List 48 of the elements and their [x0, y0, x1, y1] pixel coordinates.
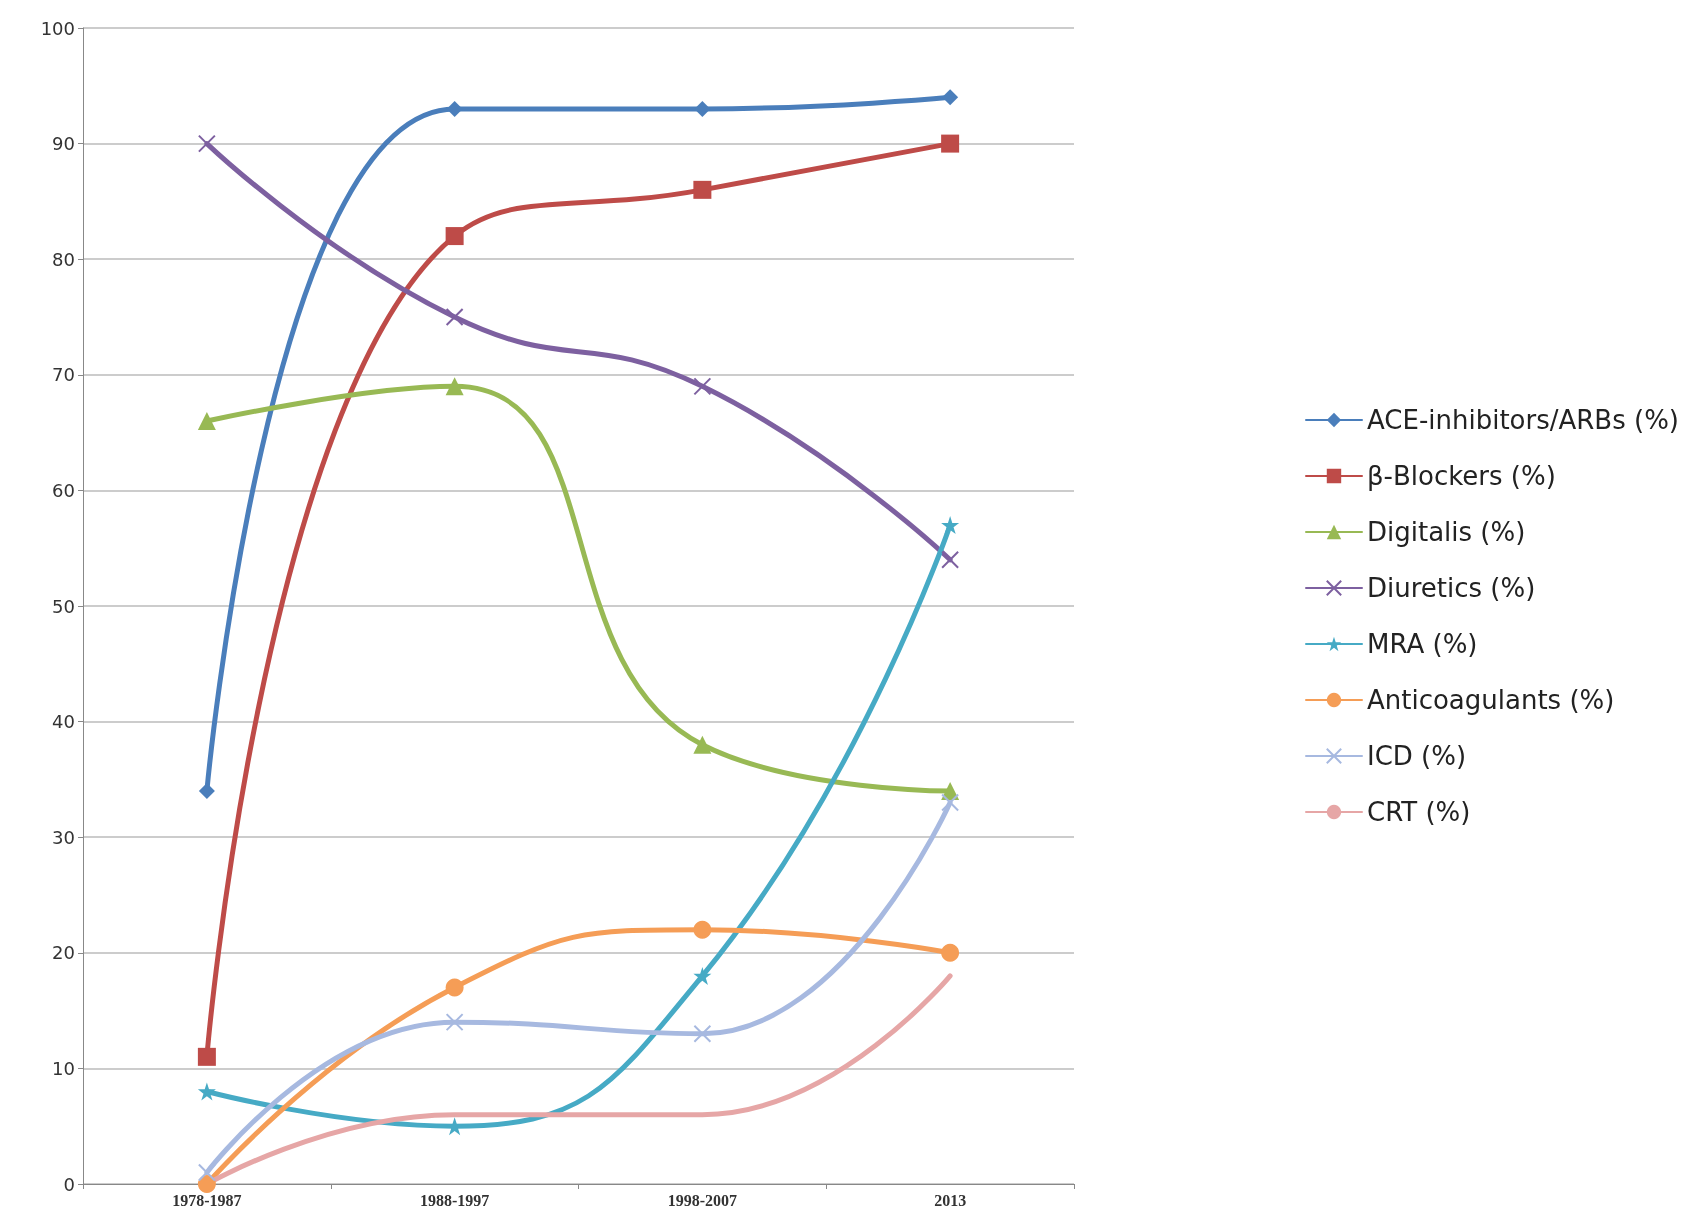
- point: [693, 1024, 712, 1043]
- legend-label: Anticoagulants (%): [1366, 685, 1615, 715]
- x-tick-label: 2013: [934, 1191, 967, 1209]
- x-tick-label: 1988-1997: [419, 1191, 490, 1209]
- point: [445, 978, 464, 997]
- point: [693, 735, 712, 754]
- point: [197, 1163, 216, 1182]
- point: [445, 308, 464, 326]
- y-tick-label: 90: [52, 133, 75, 155]
- point: [693, 180, 712, 199]
- y-tick-label: 30: [52, 826, 75, 848]
- point: [445, 377, 464, 396]
- y-tick-label: 60: [52, 479, 75, 501]
- point: [941, 793, 960, 812]
- point: [445, 227, 464, 246]
- y-tick-label: 40: [52, 711, 75, 733]
- point: [197, 1047, 216, 1066]
- legend-label: CRT (%): [1366, 797, 1471, 827]
- y-tick-label: 70: [52, 364, 75, 386]
- y-tick-label: 10: [52, 1057, 75, 1079]
- legend-label: β-Blockers (%): [1366, 461, 1556, 491]
- y-tick-label: 0: [63, 1173, 75, 1195]
- point: [197, 412, 216, 431]
- point: [446, 100, 463, 117]
- point: [693, 966, 712, 985]
- point: [693, 377, 712, 396]
- point: [941, 516, 960, 535]
- point: [197, 134, 216, 153]
- point: [693, 920, 712, 939]
- legend-label: Diuretics (%): [1366, 573, 1536, 603]
- point: [941, 550, 960, 569]
- point: [694, 100, 711, 117]
- x-tick-label: 1998-2007: [667, 1191, 738, 1209]
- y-tick-label: 100: [40, 17, 75, 39]
- point: [197, 1175, 216, 1193]
- legend-label: Digitalis (%): [1366, 517, 1526, 547]
- legend-label: MRA (%): [1366, 629, 1478, 659]
- legend-label: ACE-inhibitors/ARBs (%): [1366, 405, 1679, 435]
- point: [942, 89, 959, 106]
- point: [941, 134, 960, 153]
- point: [445, 1013, 464, 1032]
- point: [941, 943, 960, 962]
- x-tick-label: 1978-1987: [172, 1191, 242, 1209]
- point: [197, 1082, 216, 1101]
- y-tick-label: 50: [52, 595, 75, 617]
- y-tick-label: 80: [52, 248, 75, 270]
- legend-label: ICD (%): [1366, 741, 1467, 771]
- y-tick-label: 20: [52, 942, 75, 964]
